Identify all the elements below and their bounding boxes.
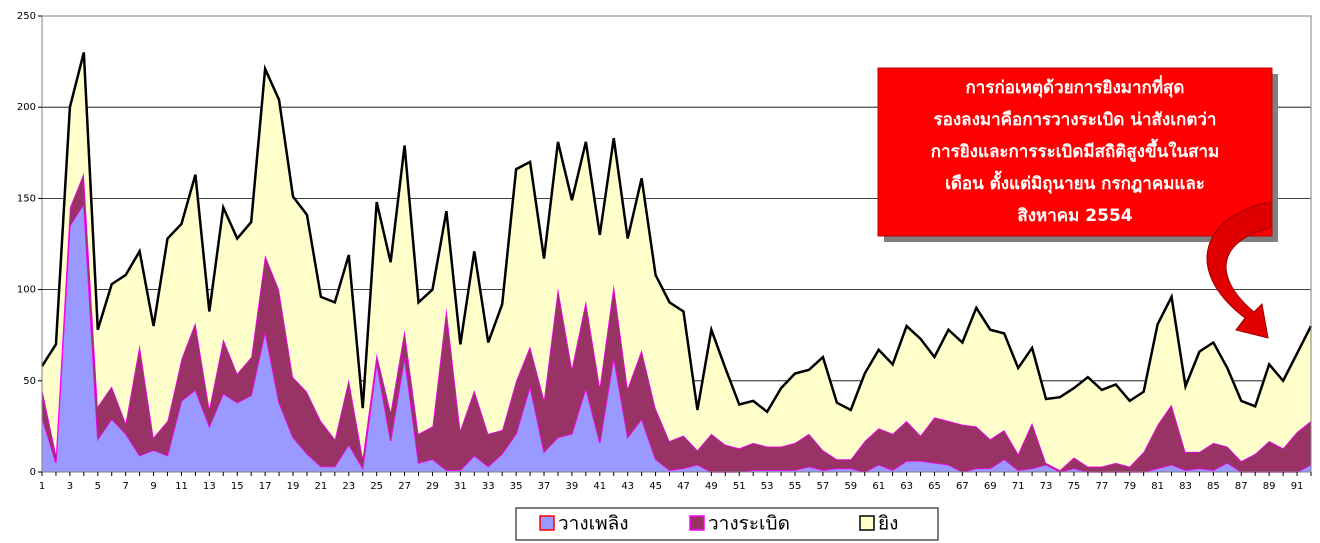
x-tick-label: 17 bbox=[259, 481, 272, 492]
x-tick-label: 13 bbox=[203, 481, 216, 492]
x-tick-label: 79 bbox=[1123, 481, 1136, 492]
x-tick-label: 51 bbox=[733, 481, 746, 492]
x-tick-label: 7 bbox=[122, 481, 128, 492]
x-tick-label: 11 bbox=[175, 481, 188, 492]
x-tick-label: 33 bbox=[482, 481, 495, 492]
x-tick-label: 61 bbox=[872, 481, 885, 492]
x-tick-label: 23 bbox=[342, 481, 355, 492]
x-tick-label: 9 bbox=[150, 481, 156, 492]
x-tick-label: 45 bbox=[649, 481, 662, 492]
x-tick-label: 71 bbox=[1012, 481, 1025, 492]
legend: วางเพลิง วางระเบิด ยิง bbox=[515, 507, 939, 541]
x-tick-label: 67 bbox=[956, 481, 969, 492]
x-tick-label: 87 bbox=[1235, 481, 1248, 492]
annotation-bg bbox=[877, 67, 1273, 237]
annotation-box: การก่อเหตุด้วยการยิงมากที่สุดรองลงมาคือก… bbox=[877, 67, 1278, 242]
y-tick-label: 150 bbox=[17, 193, 36, 204]
x-tick-label: 49 bbox=[705, 481, 718, 492]
annotation-line: การก่อเหตุด้วยการยิงมากที่สุด bbox=[966, 75, 1185, 98]
x-tick-label: 53 bbox=[761, 481, 774, 492]
x-tick-label: 27 bbox=[398, 481, 411, 492]
legend-swatch bbox=[859, 515, 875, 531]
x-tick-label: 39 bbox=[566, 481, 579, 492]
x-tick-label: 21 bbox=[315, 481, 328, 492]
x-tick-label: 91 bbox=[1291, 481, 1304, 492]
x-tick-label: 41 bbox=[593, 481, 606, 492]
x-tick-label: 25 bbox=[370, 481, 383, 492]
x-tick-label: 59 bbox=[844, 481, 857, 492]
x-tick-label: 19 bbox=[287, 481, 300, 492]
x-tick-label: 37 bbox=[538, 481, 551, 492]
x-tick-label: 85 bbox=[1207, 481, 1220, 492]
plot-frame bbox=[41, 15, 1312, 473]
annotation-text: การก่อเหตุด้วยการยิงมากที่สุดรองลงมาคือก… bbox=[931, 75, 1220, 226]
x-tick-label: 89 bbox=[1263, 481, 1276, 492]
x-tick-label: 75 bbox=[1068, 481, 1081, 492]
area bbox=[42, 52, 1311, 471]
x-tick-label: 83 bbox=[1179, 481, 1192, 492]
x-tick-label: 65 bbox=[928, 481, 941, 492]
x-tick-label: 15 bbox=[231, 481, 244, 492]
x-tick-label: 57 bbox=[817, 481, 830, 492]
annotation-line: สิงหาคม 2554 bbox=[1017, 206, 1132, 226]
x-tick-label: 1 bbox=[39, 481, 45, 492]
x-tick-label: 3 bbox=[67, 481, 73, 492]
annotation-line: รองลงมาคือการวางระเบิด น่าสังเกตว่า bbox=[934, 109, 1217, 130]
area-edge bbox=[40, 52, 1313, 414]
x-tick-label: 81 bbox=[1151, 481, 1164, 492]
annotation-line: การยิงและการระเบิดมีสถิติสูงขึ้นในสาม bbox=[931, 138, 1220, 163]
legend-swatch bbox=[539, 515, 555, 531]
arrow bbox=[1206, 201, 1271, 339]
legend-label: วางระเบิด bbox=[708, 513, 790, 535]
y-tick-label: 250 bbox=[17, 11, 36, 22]
x-tick-label: 31 bbox=[454, 481, 467, 492]
y-tick-label: 0 bbox=[30, 467, 36, 478]
x-tick-label: 29 bbox=[426, 481, 439, 492]
x-tick-label: 5 bbox=[95, 481, 101, 492]
legend-swatch bbox=[689, 515, 705, 531]
x-tick-label: 35 bbox=[510, 481, 523, 492]
x-tick-label: 43 bbox=[621, 481, 634, 492]
x-tick-label: 63 bbox=[900, 481, 913, 492]
x-tick-label: 77 bbox=[1095, 481, 1108, 492]
area bbox=[42, 172, 1311, 472]
x-tick-label: 69 bbox=[984, 481, 997, 492]
legend-label: ยิง bbox=[878, 513, 898, 535]
y-tick-label: 100 bbox=[17, 285, 36, 296]
y-tick-label: 200 bbox=[17, 102, 36, 113]
x-tick-label: 55 bbox=[789, 481, 802, 492]
x-tick-label: 47 bbox=[677, 481, 690, 492]
y-tick-label: 50 bbox=[23, 376, 36, 387]
x-tick-label: 73 bbox=[1040, 481, 1053, 492]
annotation-line: เดือน ตั้งแต่มิถุนายน กรกฎาคมและ bbox=[945, 170, 1205, 194]
legend-label: วางเพลิง bbox=[558, 513, 629, 535]
